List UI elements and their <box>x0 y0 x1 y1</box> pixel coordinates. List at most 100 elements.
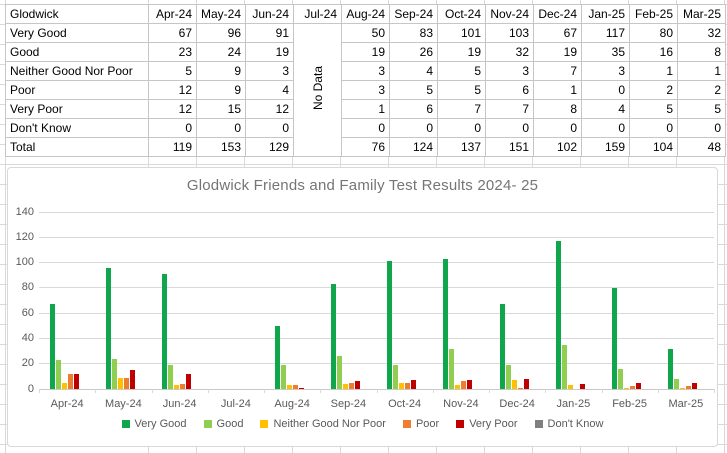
value-cell[interactable]: 0 <box>485 118 535 138</box>
value-cell[interactable]: 153 <box>195 137 247 157</box>
value-cell[interactable]: 104 <box>629 137 679 157</box>
value-cell[interactable]: 0 <box>245 118 295 138</box>
value-cell[interactable]: 5 <box>629 99 679 119</box>
value-cell[interactable]: 3 <box>581 61 631 81</box>
no-data-merged-cell[interactable]: No Data <box>293 23 343 157</box>
value-cell[interactable]: 2 <box>629 80 679 100</box>
value-cell[interactable]: 137 <box>437 137 487 157</box>
value-cell[interactable]: 67 <box>533 23 583 43</box>
value-cell[interactable]: 4 <box>245 80 295 100</box>
value-cell[interactable]: 19 <box>437 42 487 62</box>
value-cell[interactable]: 19 <box>533 42 583 62</box>
value-cell[interactable]: 0 <box>629 118 679 138</box>
month-header-cell[interactable]: Feb-25 <box>629 4 679 24</box>
value-cell[interactable]: 0 <box>533 118 583 138</box>
value-cell[interactable]: 1 <box>677 61 727 81</box>
value-cell[interactable]: 103 <box>485 23 535 43</box>
value-cell[interactable]: 6 <box>389 99 439 119</box>
month-header-cell[interactable]: Dec-24 <box>533 4 583 24</box>
value-cell[interactable]: 0 <box>341 118 391 138</box>
row-label-cell[interactable]: Good <box>5 42 149 62</box>
value-cell[interactable]: 8 <box>533 99 583 119</box>
value-cell[interactable]: 2 <box>677 80 727 100</box>
month-header-cell[interactable]: May-24 <box>195 4 247 24</box>
value-cell[interactable]: 7 <box>437 99 487 119</box>
value-cell[interactable]: 67 <box>148 23 197 43</box>
value-cell[interactable]: 117 <box>581 23 631 43</box>
month-header-cell[interactable]: Sep-24 <box>389 4 439 24</box>
value-cell[interactable]: 1 <box>341 99 391 119</box>
value-cell[interactable]: 19 <box>341 42 391 62</box>
value-cell[interactable]: 12 <box>245 99 295 119</box>
value-cell[interactable]: 26 <box>389 42 439 62</box>
value-cell[interactable]: 19 <box>245 42 295 62</box>
row-label-cell[interactable]: Don't Know <box>5 118 149 138</box>
value-cell[interactable]: 7 <box>533 61 583 81</box>
value-cell[interactable]: 9 <box>195 61 247 81</box>
fft-results-table[interactable]: Glodwick Apr-24 May-24 Jun-24 Jul-24 Aug-24 Se… <box>5 4 727 157</box>
fft-bar-chart[interactable]: Glodwick Friends and Family Test Results… <box>7 167 718 447</box>
value-cell[interactable]: 5 <box>389 80 439 100</box>
value-cell[interactable]: 23 <box>148 42 197 62</box>
value-cell[interactable]: 119 <box>148 137 197 157</box>
value-cell[interactable]: 1 <box>533 80 583 100</box>
value-cell[interactable]: 24 <box>195 42 247 62</box>
row-label-cell[interactable]: Poor <box>5 80 149 100</box>
value-cell[interactable]: 91 <box>245 23 295 43</box>
value-cell[interactable]: 6 <box>485 80 535 100</box>
value-cell[interactable]: 4 <box>581 99 631 119</box>
value-cell[interactable]: 5 <box>437 61 487 81</box>
row-label-cell[interactable]: Very Poor <box>5 99 149 119</box>
value-cell[interactable]: 9 <box>195 80 247 100</box>
value-cell[interactable]: 16 <box>629 42 679 62</box>
value-cell[interactable]: 8 <box>677 42 727 62</box>
value-cell[interactable]: 5 <box>148 61 197 81</box>
value-cell[interactable]: 0 <box>677 118 727 138</box>
value-cell[interactable]: 32 <box>485 42 535 62</box>
value-cell[interactable]: 83 <box>389 23 439 43</box>
value-cell[interactable]: 3 <box>341 80 391 100</box>
value-cell[interactable]: 76 <box>341 137 391 157</box>
value-cell[interactable]: 102 <box>533 137 583 157</box>
month-header-cell[interactable]: Oct-24 <box>437 4 487 24</box>
value-cell[interactable]: 151 <box>485 137 535 157</box>
value-cell[interactable]: 12 <box>148 80 197 100</box>
month-header-cell[interactable]: Nov-24 <box>485 4 535 24</box>
value-cell[interactable]: 0 <box>581 118 631 138</box>
row-label-cell[interactable]: Neither Good Nor Poor <box>5 61 149 81</box>
value-cell[interactable]: 5 <box>437 80 487 100</box>
value-cell[interactable]: 48 <box>677 137 727 157</box>
month-header-cell[interactable]: Aug-24 <box>341 4 391 24</box>
value-cell[interactable]: 3 <box>341 61 391 81</box>
value-cell[interactable]: 124 <box>389 137 439 157</box>
value-cell[interactable]: 3 <box>245 61 295 81</box>
month-header-cell[interactable]: Jul-24 <box>293 4 343 24</box>
value-cell[interactable]: 80 <box>629 23 679 43</box>
value-cell[interactable]: 0 <box>148 118 197 138</box>
value-cell[interactable]: 35 <box>581 42 631 62</box>
value-cell[interactable]: 0 <box>195 118 247 138</box>
value-cell[interactable]: 96 <box>195 23 247 43</box>
value-cell[interactable]: 0 <box>437 118 487 138</box>
value-cell[interactable]: 7 <box>485 99 535 119</box>
row-label-cell[interactable]: Total <box>5 137 149 157</box>
value-cell[interactable]: 129 <box>245 137 295 157</box>
value-cell[interactable]: 50 <box>341 23 391 43</box>
month-header-cell[interactable]: Jan-25 <box>581 4 631 24</box>
value-cell[interactable]: 1 <box>629 61 679 81</box>
value-cell[interactable]: 5 <box>677 99 727 119</box>
row-label-cell[interactable]: Very Good <box>5 23 149 43</box>
value-cell[interactable]: 159 <box>581 137 631 157</box>
value-cell[interactable]: 32 <box>677 23 727 43</box>
value-cell[interactable]: 0 <box>581 80 631 100</box>
value-cell[interactable]: 101 <box>437 23 487 43</box>
table-corner-cell[interactable]: Glodwick <box>5 4 149 24</box>
value-cell[interactable]: 4 <box>389 61 439 81</box>
value-cell[interactable]: 15 <box>195 99 247 119</box>
value-cell[interactable]: 3 <box>485 61 535 81</box>
month-header-cell[interactable]: Jun-24 <box>245 4 295 24</box>
month-header-cell[interactable]: Apr-24 <box>148 4 197 24</box>
value-cell[interactable]: 12 <box>148 99 197 119</box>
month-header-cell[interactable]: Mar-25 <box>677 4 727 24</box>
value-cell[interactable]: 0 <box>389 118 439 138</box>
